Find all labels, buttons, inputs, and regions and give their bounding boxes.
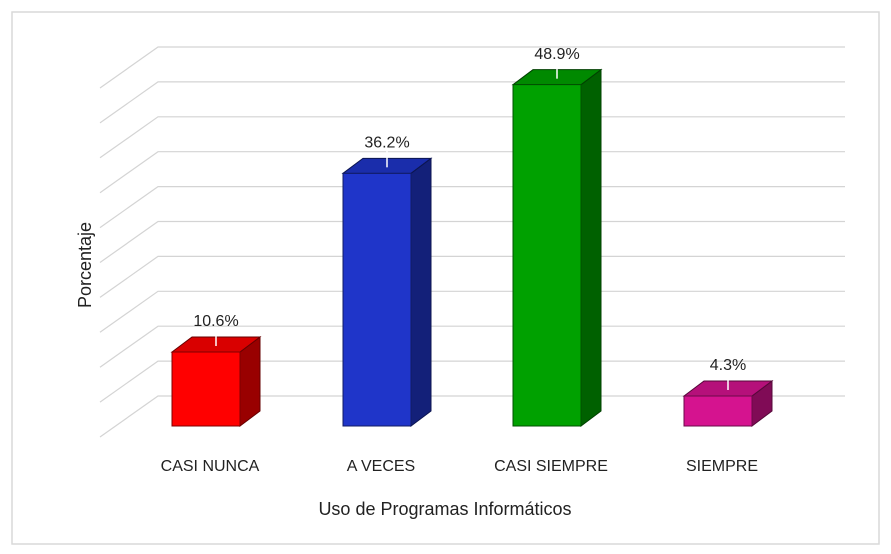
data-label: 4.3%	[710, 357, 746, 374]
grid-line	[99, 290, 845, 333]
grid-line	[99, 116, 845, 159]
grid-line	[99, 46, 845, 89]
bar-side	[410, 157, 432, 427]
bar	[341, 157, 433, 427]
y-axis-title: Porcentaje	[75, 222, 95, 308]
grid-line	[99, 81, 845, 124]
grid-line	[99, 255, 845, 298]
bar-front	[342, 172, 412, 427]
x-tick-label: A VECES	[347, 458, 415, 475]
bar-front	[683, 395, 753, 427]
bar	[511, 68, 603, 427]
x-axis-title: Uso de Programas Informáticos	[318, 499, 571, 519]
data-label: 36.2%	[364, 135, 409, 152]
x-tick-label: SIEMPRE	[686, 458, 758, 475]
data-label: 10.6%	[193, 313, 238, 330]
bar-front	[171, 351, 241, 427]
x-tick-label: CASI SIEMPRE	[494, 458, 608, 475]
grid-line	[99, 220, 845, 263]
data-label: 48.9%	[534, 46, 579, 63]
grid-line	[99, 325, 845, 368]
grid-line	[99, 186, 845, 229]
grid-line	[99, 151, 845, 194]
chart-frame	[11, 11, 880, 545]
grid-line	[99, 395, 845, 438]
bar-side	[580, 68, 602, 427]
bar	[682, 379, 774, 427]
grid-line	[99, 360, 845, 403]
bar-front	[512, 84, 582, 427]
bar	[170, 336, 262, 427]
x-tick-label: CASI NUNCA	[161, 458, 260, 475]
